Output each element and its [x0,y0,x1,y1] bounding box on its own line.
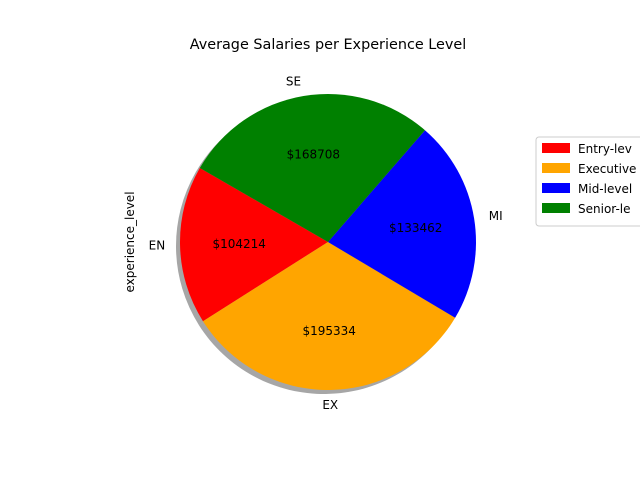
value-labels: $104214 $195334 $133462 $168708 [212,147,442,337]
legend-swatch-mi [542,183,570,193]
value-label-ex: $195334 [302,324,355,338]
y-axis-label: experience_level [123,191,137,292]
legend-swatch-en [542,143,570,153]
slice-label-en: EN [149,238,166,252]
legend-label-ex: Executive [578,162,636,176]
value-label-mi: $133462 [389,221,442,235]
slice-label-se: SE [286,74,301,88]
chart-title: Average Salaries per Experience Level [190,37,467,53]
slice-label-ex: EX [322,398,338,412]
legend-label-en: Entry-lev [578,142,632,156]
legend-swatch-ex [542,163,570,173]
pie-slice-se [199,93,425,242]
legend-swatch-se [542,203,570,213]
pie-slice-mi [328,130,476,318]
legend-label-mi: Mid-level [578,182,632,196]
value-label-en: $104214 [212,237,265,251]
slice-label-mi: MI [489,209,503,223]
pie-slices [180,93,476,390]
legend: Entry-lev Executive Mid-level Senior-le [535,136,640,227]
pie-slice-ex [202,242,456,390]
legend-label-se: Senior-le [578,202,631,216]
slice-labels: EN EX MI SE [149,74,503,411]
value-label-se: $168708 [287,147,340,161]
pie-slice-en [180,168,328,322]
